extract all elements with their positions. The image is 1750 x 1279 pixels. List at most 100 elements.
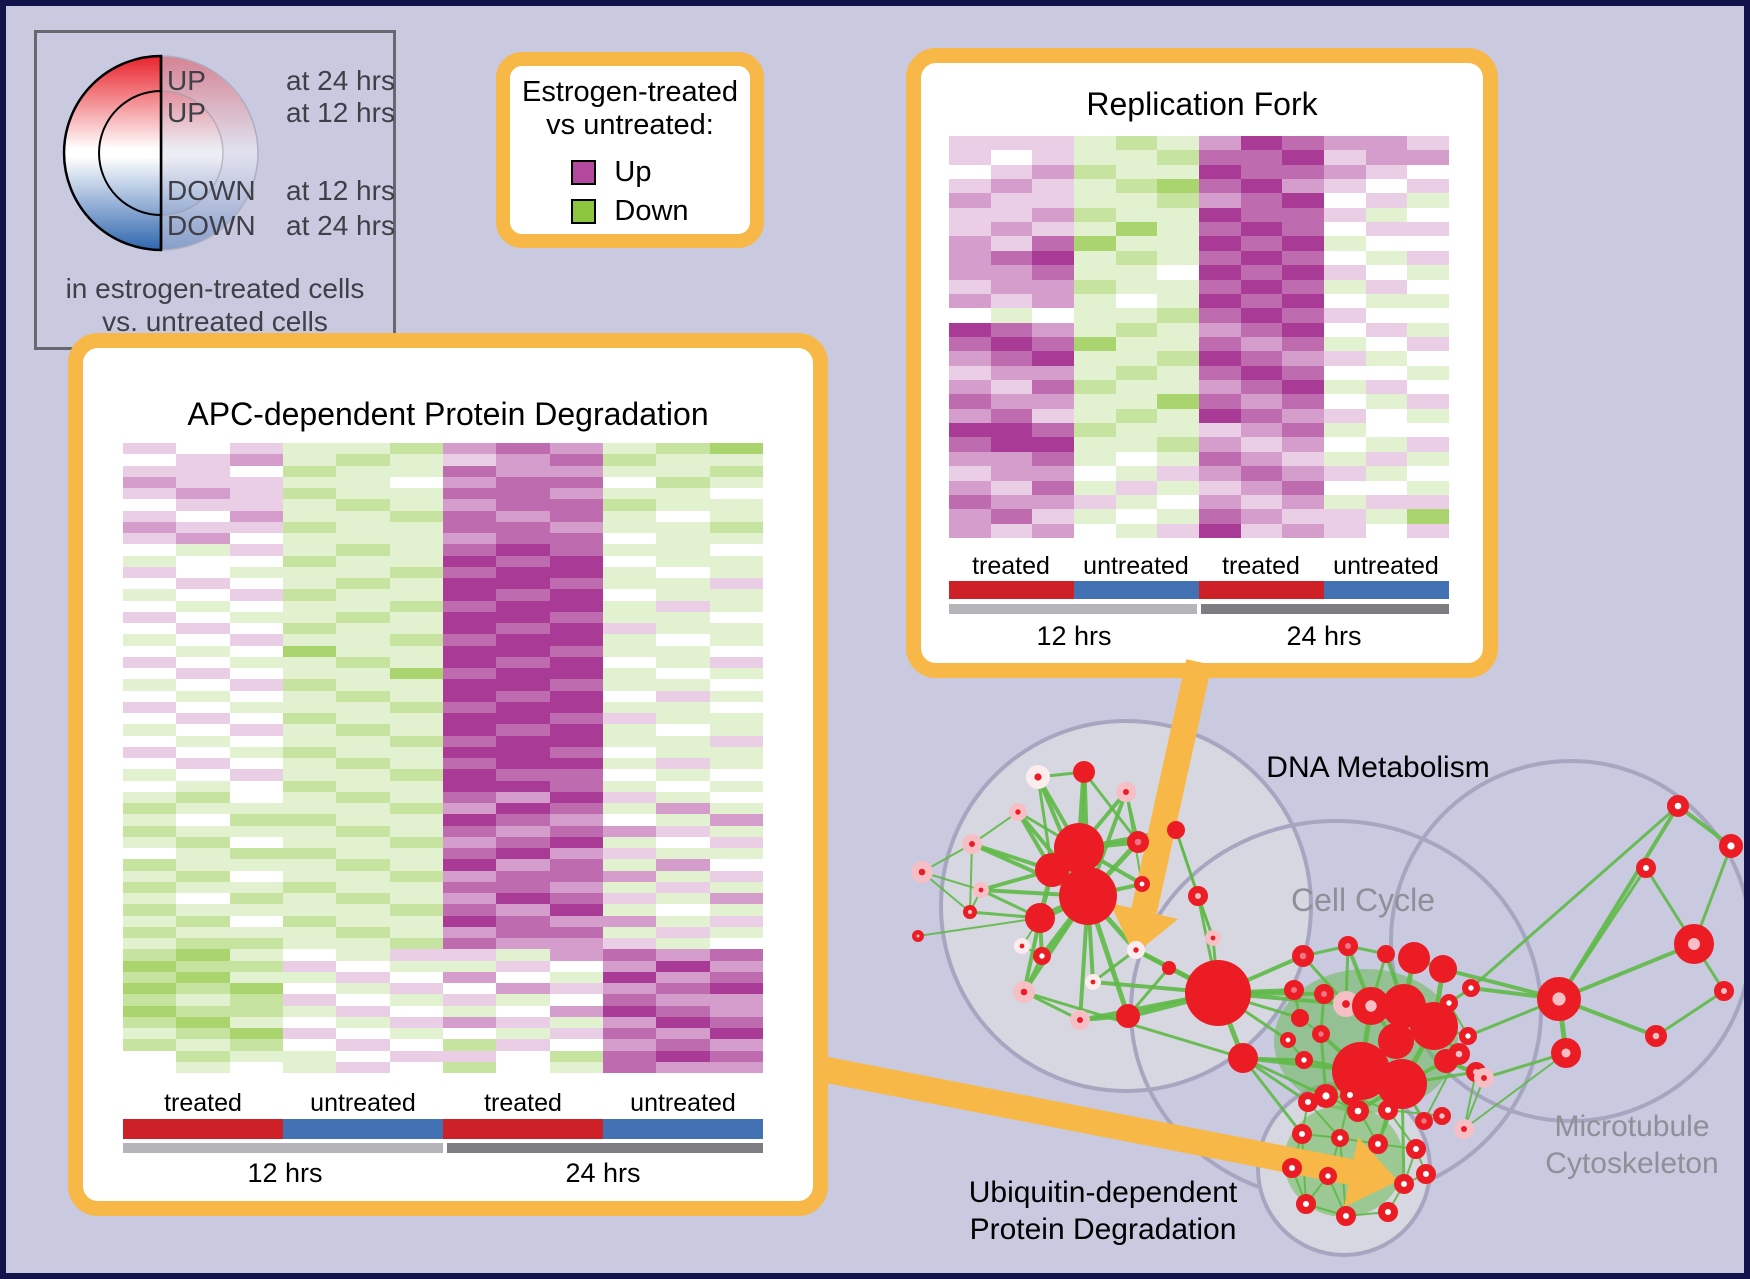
heatmap-cell xyxy=(709,848,763,860)
heatmap-cell xyxy=(709,544,763,556)
heatmap-cell xyxy=(709,623,763,635)
heatmap-cell xyxy=(1240,365,1283,381)
heatmap-cell xyxy=(1324,365,1366,381)
heatmap-cell xyxy=(990,437,1033,452)
heatmap-cell xyxy=(389,881,443,893)
heatmap-cell xyxy=(496,488,550,500)
heatmap-cell xyxy=(1032,466,1074,481)
network-edge xyxy=(969,889,982,913)
heatmap-cell xyxy=(1365,423,1408,438)
heatmap-cell xyxy=(389,611,443,623)
heatmap-cell xyxy=(229,814,283,826)
heatmap-cell xyxy=(496,780,550,792)
heatmap-cell xyxy=(282,510,337,522)
heatmap-cell xyxy=(990,423,1033,438)
network-edge xyxy=(1078,991,1220,1022)
heatmap-cell xyxy=(949,265,991,280)
network-node xyxy=(1025,903,1055,933)
network-edge xyxy=(1356,1082,1404,1113)
heatmap-cell xyxy=(496,713,550,725)
heatmap-cell xyxy=(1074,222,1116,237)
heatmap-cell xyxy=(709,836,763,848)
heatmap-cell xyxy=(1324,466,1366,481)
heatmap-cell xyxy=(1407,466,1449,481)
heatmap-cell xyxy=(656,566,710,578)
heatmap-cell xyxy=(282,600,337,612)
heatmap-cell xyxy=(949,480,991,495)
network-edge xyxy=(1387,1109,1443,1117)
heatmap-cell xyxy=(123,656,177,668)
heatmap-cell xyxy=(549,938,603,950)
heatmap-cell xyxy=(602,679,657,691)
heatmap-cell xyxy=(602,915,657,927)
heatmap-cell xyxy=(990,365,1033,381)
heatmap-cell xyxy=(1157,480,1199,495)
heatmap-cell xyxy=(229,859,283,871)
network-node xyxy=(1280,1032,1297,1049)
network-edge xyxy=(1441,967,1561,1001)
heatmap-cell xyxy=(1115,322,1158,337)
heatmap-cell xyxy=(602,746,657,758)
network-node xyxy=(1085,973,1102,990)
heatmap-cell xyxy=(656,1050,710,1062)
heatmap-cell xyxy=(1115,222,1158,237)
heatmap-cell xyxy=(389,488,443,500)
network-edge xyxy=(1134,882,1144,952)
network-edge xyxy=(1463,1077,1485,1130)
heatmap-cell xyxy=(282,769,337,781)
heatmap-cell xyxy=(336,668,390,680)
heatmap-cell xyxy=(1032,480,1074,495)
heatmap-cell xyxy=(602,476,657,488)
heatmap-cell xyxy=(549,713,603,725)
legend-item-up: Up xyxy=(571,156,688,189)
heatmap-cell xyxy=(336,926,390,938)
heatmap-cell xyxy=(949,193,991,208)
heatmap-cell xyxy=(549,510,603,522)
network-edge xyxy=(1301,1133,1341,1139)
heatmap-cell xyxy=(496,848,550,860)
heatmap-cell xyxy=(496,555,550,567)
heatmap-cell xyxy=(1115,336,1158,352)
heatmap-cell xyxy=(602,870,657,882)
heatmap-cell xyxy=(709,949,763,961)
heatmap-cell xyxy=(1324,222,1366,237)
heatmap-cell xyxy=(282,960,337,972)
heatmap-cell xyxy=(496,859,550,871)
network-node xyxy=(1013,937,1030,954)
heatmap-cell xyxy=(389,769,443,781)
heatmap-cell xyxy=(1199,250,1241,266)
heatmap-cell xyxy=(1282,336,1324,352)
network-edge xyxy=(1022,916,1042,994)
heatmap-cell xyxy=(549,791,603,803)
network-edge xyxy=(1319,1032,1328,1098)
network-node xyxy=(1332,1042,1390,1100)
heatmap-cell xyxy=(496,679,550,691)
heatmap-cell xyxy=(949,336,991,352)
rf-group-label-2: untreated xyxy=(1083,552,1189,580)
heatmap-cell xyxy=(389,443,443,455)
network-edge xyxy=(1307,1094,1351,1103)
heatmap-cell xyxy=(990,164,1033,180)
heatmap-cell xyxy=(176,454,230,466)
heatmap-cell xyxy=(656,915,710,927)
heatmap-cell xyxy=(123,611,177,623)
network-edge xyxy=(1241,1056,1328,1098)
heatmap-cell xyxy=(1032,365,1074,381)
heatmap-cell xyxy=(389,983,443,995)
network-node xyxy=(1185,960,1251,1026)
apc-group-label-4: untreated xyxy=(630,1089,736,1117)
heatmap-cell xyxy=(336,960,390,972)
cluster-label-ubiquitin: Ubiquitin-dependent Protein Degradation xyxy=(969,1174,1238,1248)
heatmap-cell xyxy=(602,578,657,590)
heatmap-cell xyxy=(123,454,177,466)
heatmap-cell xyxy=(229,668,283,680)
heatmap-cell xyxy=(709,645,763,657)
network-edge xyxy=(1348,1069,1363,1097)
heatmap-cell xyxy=(442,915,497,927)
network-edge xyxy=(1022,990,1082,1022)
heatmap-cell xyxy=(176,949,230,961)
heatmap-cell xyxy=(1074,423,1116,438)
cluster-label-microtubule: Microtubule Cytoskeleton xyxy=(1545,1108,1718,1182)
heatmap-cell xyxy=(336,465,390,477)
network-edge xyxy=(1339,1137,1379,1145)
